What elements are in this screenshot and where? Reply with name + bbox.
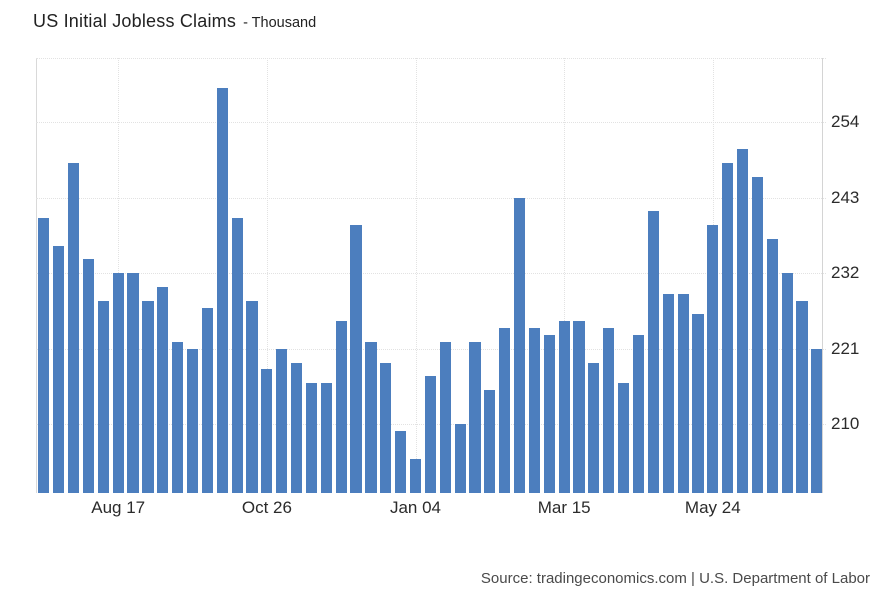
bar[interactable] <box>157 286 169 494</box>
y-axis-line <box>822 58 823 494</box>
bar[interactable] <box>543 335 555 494</box>
bar[interactable] <box>305 383 318 494</box>
source-attribution: Source: tradingeconomics.com | U.S. Depa… <box>480 570 870 587</box>
bar[interactable] <box>736 149 749 494</box>
bar[interactable] <box>97 300 109 494</box>
bar[interactable] <box>82 259 95 494</box>
bar[interactable] <box>513 197 526 494</box>
bar[interactable] <box>276 348 288 494</box>
bar[interactable] <box>707 225 719 494</box>
bar[interactable] <box>68 163 80 494</box>
h-gridline <box>35 197 826 199</box>
bar[interactable] <box>796 300 808 494</box>
bar[interactable] <box>395 431 407 494</box>
bar[interactable] <box>53 245 65 494</box>
chart-subtitle: - Thousand <box>243 15 317 31</box>
bar[interactable] <box>216 87 228 494</box>
bar[interactable] <box>618 383 630 494</box>
bar[interactable] <box>261 369 273 494</box>
plot-top-border <box>35 58 826 59</box>
plot-left-border <box>35 58 37 494</box>
bar[interactable] <box>380 362 392 494</box>
x-axis-label: Oct 26 <box>241 498 292 518</box>
bar[interactable] <box>588 362 600 494</box>
bar[interactable] <box>692 314 704 494</box>
bar[interactable] <box>112 273 124 494</box>
bar[interactable] <box>662 293 674 494</box>
bar[interactable] <box>722 163 734 494</box>
chart-header: US Initial Jobless Claims - Thousand <box>33 11 316 32</box>
bar[interactable] <box>335 321 347 494</box>
h-gridline <box>35 348 826 350</box>
bar[interactable] <box>231 218 243 494</box>
bar[interactable] <box>499 328 511 494</box>
bar[interactable] <box>246 300 258 494</box>
h-gridline <box>35 273 826 275</box>
bar[interactable] <box>201 307 213 494</box>
bar[interactable] <box>677 293 689 494</box>
y-axis-label: 254 <box>831 111 860 131</box>
bar[interactable] <box>186 348 199 494</box>
chart-title: US Initial Jobless Claims <box>33 11 237 31</box>
y-axis-label: 210 <box>831 414 860 434</box>
x-axis-label: Jan 04 <box>389 498 442 518</box>
bar[interactable] <box>172 341 184 494</box>
bar[interactable] <box>38 218 50 494</box>
bar[interactable] <box>469 341 481 494</box>
h-gridline <box>35 121 826 123</box>
v-gridline <box>564 58 566 494</box>
bar[interactable] <box>811 348 823 494</box>
bar[interactable] <box>603 328 615 494</box>
x-axis-label: Aug 17 <box>91 498 146 518</box>
bar[interactable] <box>484 390 496 494</box>
bar[interactable] <box>320 383 332 494</box>
bar[interactable] <box>127 273 139 494</box>
bar[interactable] <box>647 211 659 494</box>
bar[interactable] <box>528 328 541 494</box>
bar[interactable] <box>632 335 645 494</box>
bar[interactable] <box>350 225 362 494</box>
bar[interactable] <box>409 458 422 494</box>
x-axis-label: May 24 <box>684 498 741 518</box>
bar[interactable] <box>439 341 451 494</box>
bar[interactable] <box>766 238 778 494</box>
bar[interactable] <box>573 321 585 494</box>
y-axis-label: 221 <box>831 338 860 358</box>
bar[interactable] <box>454 424 466 494</box>
y-axis-label: 232 <box>831 263 860 283</box>
v-gridline <box>266 58 268 494</box>
bar[interactable] <box>365 341 377 494</box>
y-axis-label: 243 <box>831 187 860 207</box>
bar[interactable] <box>558 321 570 494</box>
v-gridline <box>415 58 417 494</box>
bar[interactable] <box>142 300 154 494</box>
bar[interactable] <box>424 376 436 494</box>
x-axis-label: Mar 15 <box>537 498 591 518</box>
bar[interactable] <box>291 362 303 494</box>
bar[interactable] <box>751 176 763 494</box>
bar[interactable] <box>781 273 793 494</box>
plot-area <box>35 58 826 494</box>
